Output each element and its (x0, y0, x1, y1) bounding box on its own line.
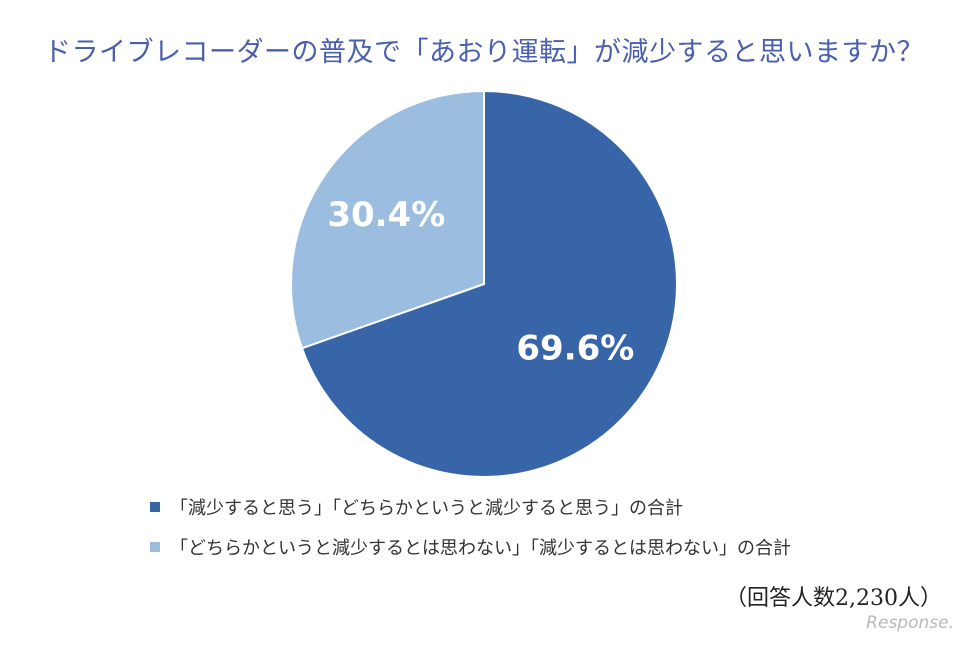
legend: 「減少すると思う」「どちらかというと減少すると思う」の合計 「どちらかというと減… (150, 492, 791, 572)
pie-slice-decrease (300, 89, 678, 478)
legend-item-not-decrease: 「どちらかというと減少するとは思わない」「減少するとは思わない」の合計 (150, 532, 791, 562)
watermark-logo: Response. (866, 613, 954, 633)
pie-label-decrease: 69.6% (516, 329, 634, 369)
legend-label-not-decrease: 「どちらかというと減少するとは思わない」「減少するとは思わない」の合計 (170, 538, 791, 559)
legend-swatch-decrease (150, 502, 160, 512)
respondent-count-note: （回答人数2,230人） (725, 586, 942, 611)
pie-label-not-decrease: 30.4% (327, 195, 445, 235)
legend-swatch-not-decrease (150, 542, 160, 552)
legend-label-decrease: 「減少すると思う」「どちらかというと減少すると思う」の合計 (170, 498, 683, 519)
legend-item-decrease: 「減少すると思う」「どちらかというと減少すると思う」の合計 (150, 492, 791, 522)
chart-title: ドライブレコーダーの普及で「あおり運転」が減少すると思いますか？ (44, 37, 924, 68)
pie-slice-not-decrease (290, 89, 485, 350)
